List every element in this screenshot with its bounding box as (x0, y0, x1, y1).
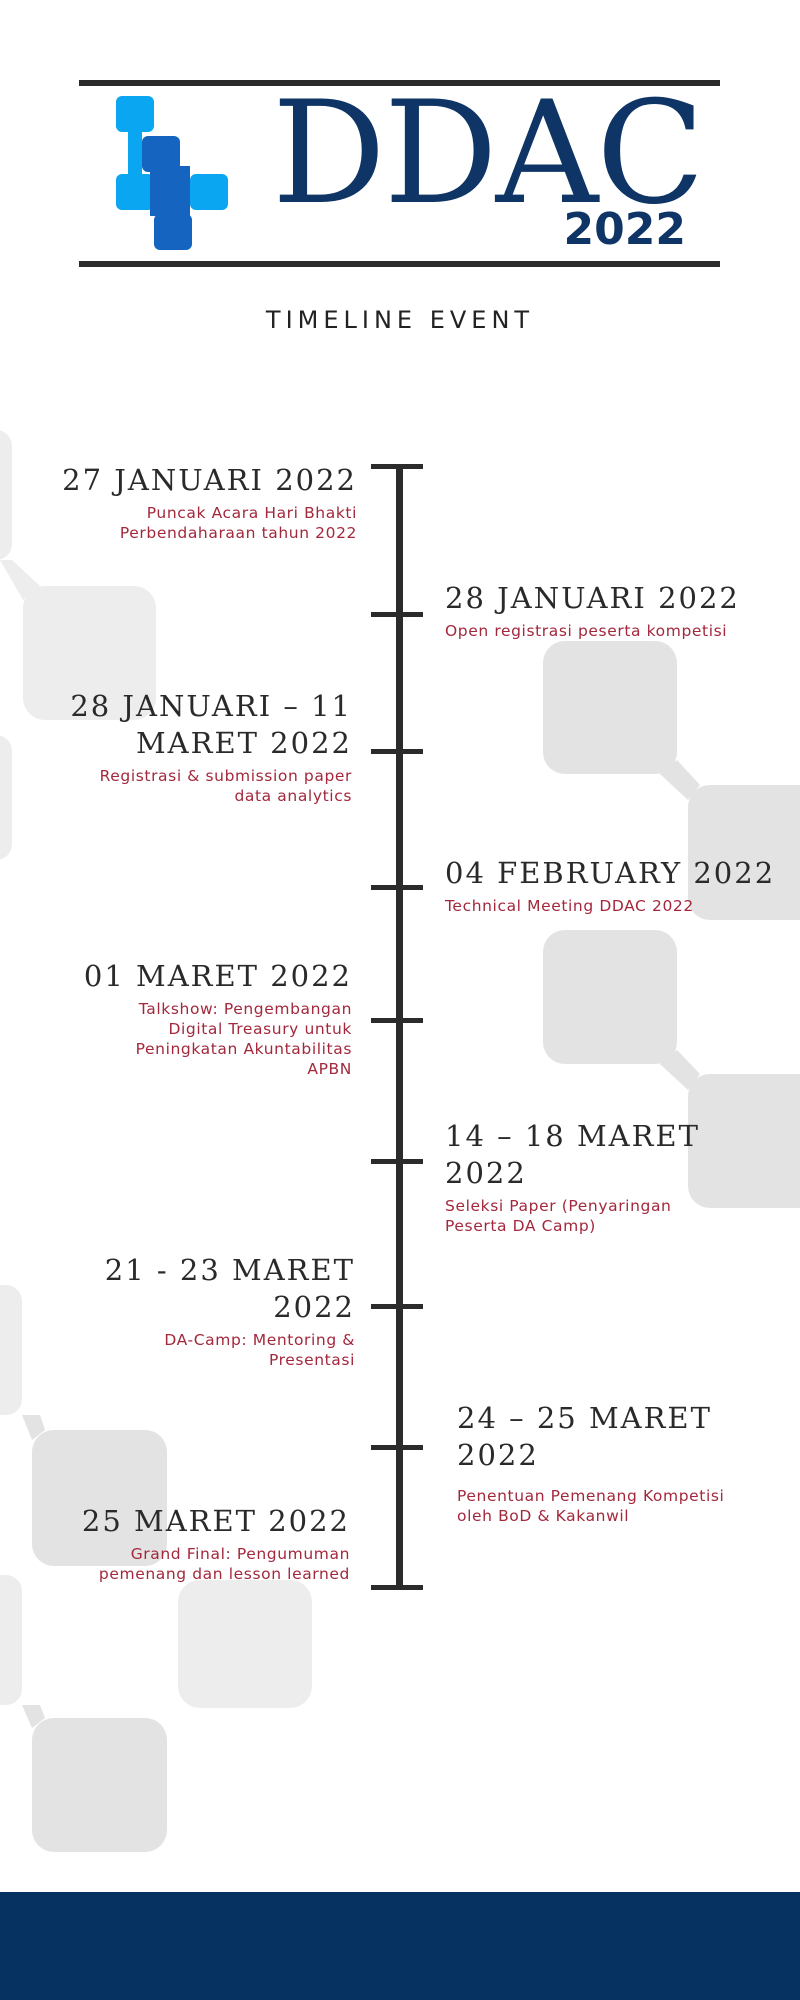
timeline-event: 27 JANUARI 2022 Puncak Acara Hari Bhakti… (27, 462, 357, 543)
event-date: 25 MARET 2022 (81, 1504, 350, 1538)
event-date: 14 – 18 MARET 2022 (445, 1119, 700, 1190)
event-description: Technical Meeting DDAC 2022 (445, 897, 694, 915)
event-date: 21 - 23 MARET 2022 (104, 1253, 355, 1324)
header-bottom-rule (79, 261, 720, 267)
cross-blocks-logo-icon (116, 96, 228, 250)
timeline-event: 14 – 18 MARET 2022 Seleksi Paper (Penyar… (445, 1118, 790, 1236)
timeline-event: 25 MARET 2022 Grand Final: Pengumuman pe… (50, 1503, 350, 1584)
timeline-event: 24 – 25 MARET 2022 Penentuan Pemenang Ko… (457, 1400, 797, 1526)
event-description: Penentuan Pemenang Kompetisi oleh BoD & … (457, 1487, 725, 1525)
page-subtitle: TIMELINE EVENT (265, 306, 535, 334)
event-description: Registrasi & submission paper data analy… (99, 767, 352, 805)
timeline-tick (371, 1018, 423, 1023)
header-top-rule (79, 80, 720, 86)
event-date: 24 – 25 MARET 2022 (457, 1401, 712, 1472)
logo-title: DDAC (272, 71, 705, 236)
event-description: Seleksi Paper (Penyaringan Peserta DA Ca… (445, 1197, 672, 1235)
event-date: 04 FEBRUARY 2022 (445, 856, 776, 890)
timeline-tick (371, 612, 423, 617)
event-description: DA-Camp: Mentoring & Presentasi (164, 1331, 355, 1369)
timeline-tick (371, 1445, 423, 1450)
event-description: Open registrasi peserta kompetisi (445, 622, 728, 640)
timeline-event: 01 MARET 2022 Talkshow: Pengembangan Dig… (62, 958, 352, 1079)
timeline-tick (371, 1304, 423, 1309)
footer-bar (0, 1892, 800, 2000)
event-date: 27 JANUARI 2022 (62, 463, 357, 497)
event-description: Puncak Acara Hari Bhakti Perbendaharaan … (119, 504, 357, 542)
event-date: 28 JANUARI 2022 (445, 581, 740, 615)
event-description: Talkshow: Pengembangan Digital Treasury … (135, 1000, 352, 1078)
timeline-tick (371, 464, 423, 469)
timeline-axis (396, 466, 403, 1588)
event-description: Grand Final: Pengumuman pemenang dan les… (98, 1545, 350, 1583)
timeline-event: 28 JANUARI – 11 MARET 2022 Registrasi & … (62, 688, 352, 806)
timeline-tick (371, 885, 423, 890)
logo-year: 2022 (563, 204, 686, 255)
timeline-event: 28 JANUARI 2022 Open registrasi peserta … (445, 580, 785, 641)
timeline-tick (371, 749, 423, 754)
timeline-tick (371, 1159, 423, 1164)
timeline-event: 21 - 23 MARET 2022 DA-Camp: Mentoring & … (95, 1252, 355, 1370)
timeline-event: 04 FEBRUARY 2022 Technical Meeting DDAC … (445, 855, 790, 916)
event-date: 01 MARET 2022 (83, 959, 352, 993)
event-date: 28 JANUARI – 11 MARET 2022 (70, 689, 352, 760)
timeline-tick (371, 1585, 423, 1590)
